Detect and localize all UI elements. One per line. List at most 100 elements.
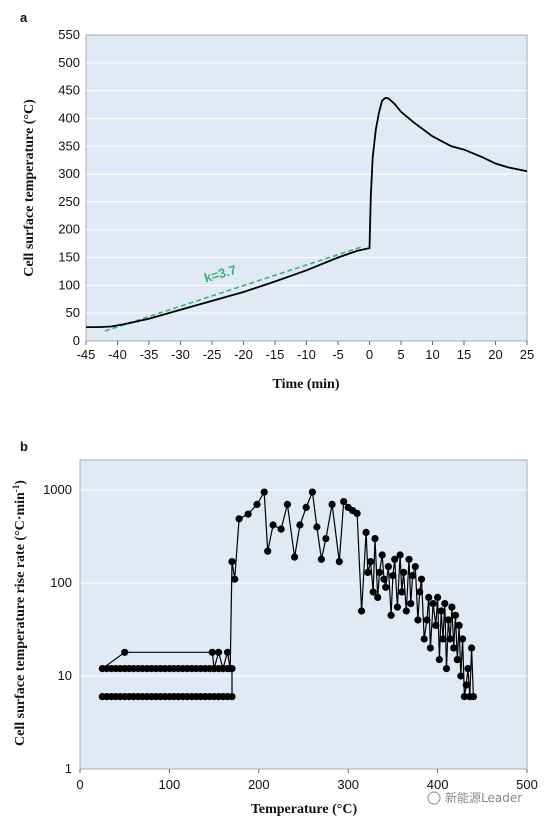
data-point xyxy=(459,635,467,643)
panel-b-chart: b 1 10 100 1000 0 100 200 300 400 500 Temperatur… xyxy=(11,439,538,817)
data-point xyxy=(374,593,382,602)
data-point xyxy=(464,665,472,673)
data-point xyxy=(437,607,445,615)
data-point xyxy=(416,588,424,596)
panel-b-x-axis-title: Temperature (°C) xyxy=(251,802,358,817)
data-point xyxy=(208,648,216,656)
data-point xyxy=(353,509,361,517)
data-point xyxy=(210,665,218,673)
data-point xyxy=(451,611,460,619)
data-point xyxy=(378,551,386,559)
data-point xyxy=(391,555,399,563)
data-point xyxy=(429,600,437,608)
x-tick-label: 200 xyxy=(248,777,270,792)
x-tick-label: -20 xyxy=(234,347,253,362)
data-point xyxy=(382,583,390,591)
x-tick-label: 100 xyxy=(159,777,181,792)
data-point xyxy=(367,558,375,566)
y-tick-label: 10 xyxy=(58,668,72,683)
data-point xyxy=(228,558,236,566)
data-point xyxy=(411,563,419,571)
panel-a-letter: a xyxy=(20,10,28,25)
x-tick-label: 500 xyxy=(516,777,538,792)
panel-b-x-tick-labels: 0 100 200 300 400 500 xyxy=(76,769,538,792)
data-point xyxy=(228,693,236,701)
data-point xyxy=(469,693,477,701)
x-tick-label: 0 xyxy=(76,777,83,792)
data-point xyxy=(455,621,463,630)
data-point xyxy=(328,500,336,508)
data-point xyxy=(417,575,426,583)
panel-a-x-axis-title: Time (min) xyxy=(272,377,339,392)
y-tick-label: 350 xyxy=(58,138,80,153)
data-point xyxy=(253,500,261,508)
data-point xyxy=(244,510,252,518)
data-point xyxy=(98,665,106,673)
data-point xyxy=(226,665,234,673)
data-point xyxy=(389,572,397,580)
panel-a-series xyxy=(86,96,528,332)
data-point xyxy=(462,681,470,689)
data-point xyxy=(322,535,330,543)
data-point xyxy=(219,665,227,673)
data-point xyxy=(277,525,285,533)
x-tick-label: -30 xyxy=(171,347,190,362)
data-point xyxy=(439,635,447,643)
y-tick-label: 550 xyxy=(58,27,80,42)
data-point xyxy=(409,572,417,580)
data-point xyxy=(291,553,299,561)
data-point xyxy=(460,693,468,701)
data-point xyxy=(450,644,458,652)
data-point xyxy=(414,616,422,624)
x-tick-label: 0 xyxy=(366,347,373,362)
data-point xyxy=(364,568,372,577)
data-point xyxy=(223,648,232,656)
panel-b-letter: b xyxy=(20,439,28,454)
x-tick-label: 300 xyxy=(337,777,359,792)
x-tick-label: -15 xyxy=(266,347,285,362)
data-point xyxy=(121,648,129,656)
data-point xyxy=(380,575,388,583)
x-tick-label: -5 xyxy=(332,347,344,362)
data-point xyxy=(215,648,223,656)
data-point xyxy=(407,600,415,608)
y-tick-label: 1000 xyxy=(43,482,72,497)
data-point xyxy=(396,551,404,559)
panel-b-y-axis-title: Cell surface temperature rise rate (°C·m… xyxy=(11,480,28,746)
panel-a-y-axis-title: Cell surface temperature (°C) xyxy=(22,99,37,277)
wechat-icon xyxy=(427,791,441,805)
data-point xyxy=(269,521,277,529)
data-point xyxy=(358,607,366,615)
x-tick-label: 25 xyxy=(520,347,534,362)
y-tick-label: 150 xyxy=(58,250,80,265)
data-point xyxy=(402,607,410,615)
watermark: 新能源Leader xyxy=(427,790,522,805)
panel-a-x-tick-labels: -45 -40 -35 -30 -25 -20 -15 -10 -5 0 5 10 15 20 25 xyxy=(77,341,534,362)
y-tick-label: 400 xyxy=(58,110,80,125)
data-point xyxy=(235,515,243,523)
panel-b-gridlines xyxy=(80,489,527,677)
data-point xyxy=(457,672,465,680)
data-point xyxy=(453,656,461,664)
data-point xyxy=(296,521,304,529)
data-point xyxy=(283,500,291,508)
data-point xyxy=(340,498,348,506)
data-point xyxy=(362,528,370,537)
x-tick-label: 15 xyxy=(457,347,471,362)
data-point xyxy=(432,621,440,630)
y-tick-label: 0 xyxy=(73,333,80,348)
data-point xyxy=(308,488,316,496)
data-point xyxy=(420,635,428,643)
y-tick-label: 50 xyxy=(66,305,80,320)
x-tick-label: -25 xyxy=(203,347,222,362)
data-point xyxy=(405,555,413,563)
data-point xyxy=(444,616,452,624)
data-point xyxy=(468,644,476,652)
data-point xyxy=(426,644,434,652)
y-tick-label: 100 xyxy=(58,277,80,292)
data-point xyxy=(264,547,272,555)
x-tick-label: -35 xyxy=(140,347,159,362)
x-tick-label: 10 xyxy=(425,347,439,362)
series-line xyxy=(86,96,528,328)
